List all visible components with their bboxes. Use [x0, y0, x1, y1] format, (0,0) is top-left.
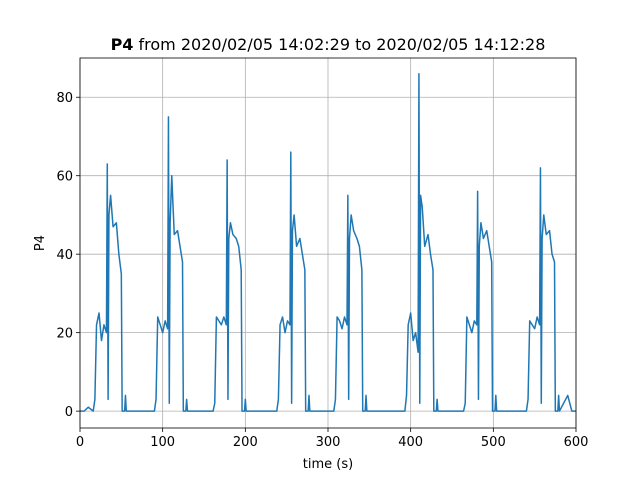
y-tick-label: 0	[65, 405, 73, 420]
title-name: P4	[111, 35, 134, 54]
x-tick-label: 400	[398, 435, 423, 450]
y-tick-label: 40	[56, 248, 73, 263]
x-tick-label: 100	[150, 435, 175, 450]
y-axis-label: P4	[33, 235, 48, 251]
title-text: from 2020/02/05 14:02:29 to 2020/02/05 1…	[139, 35, 546, 54]
y-tick-label: 60	[56, 170, 73, 185]
x-tick-label: 0	[76, 435, 84, 450]
x-tick-label: 500	[481, 435, 506, 450]
plot-frame	[79, 57, 577, 429]
chart-title: P4 from 2020/02/05 14:02:29 to 2020/02/0…	[111, 35, 546, 54]
x-tick-label: 600	[564, 435, 589, 450]
x-tick-label: 300	[316, 435, 341, 450]
y-tick-label: 20	[56, 327, 73, 342]
x-axis-label: time (s)	[303, 457, 353, 472]
y-tick-label: 80	[56, 91, 73, 106]
x-tick-label: 200	[233, 435, 258, 450]
line	[80, 72, 576, 412]
